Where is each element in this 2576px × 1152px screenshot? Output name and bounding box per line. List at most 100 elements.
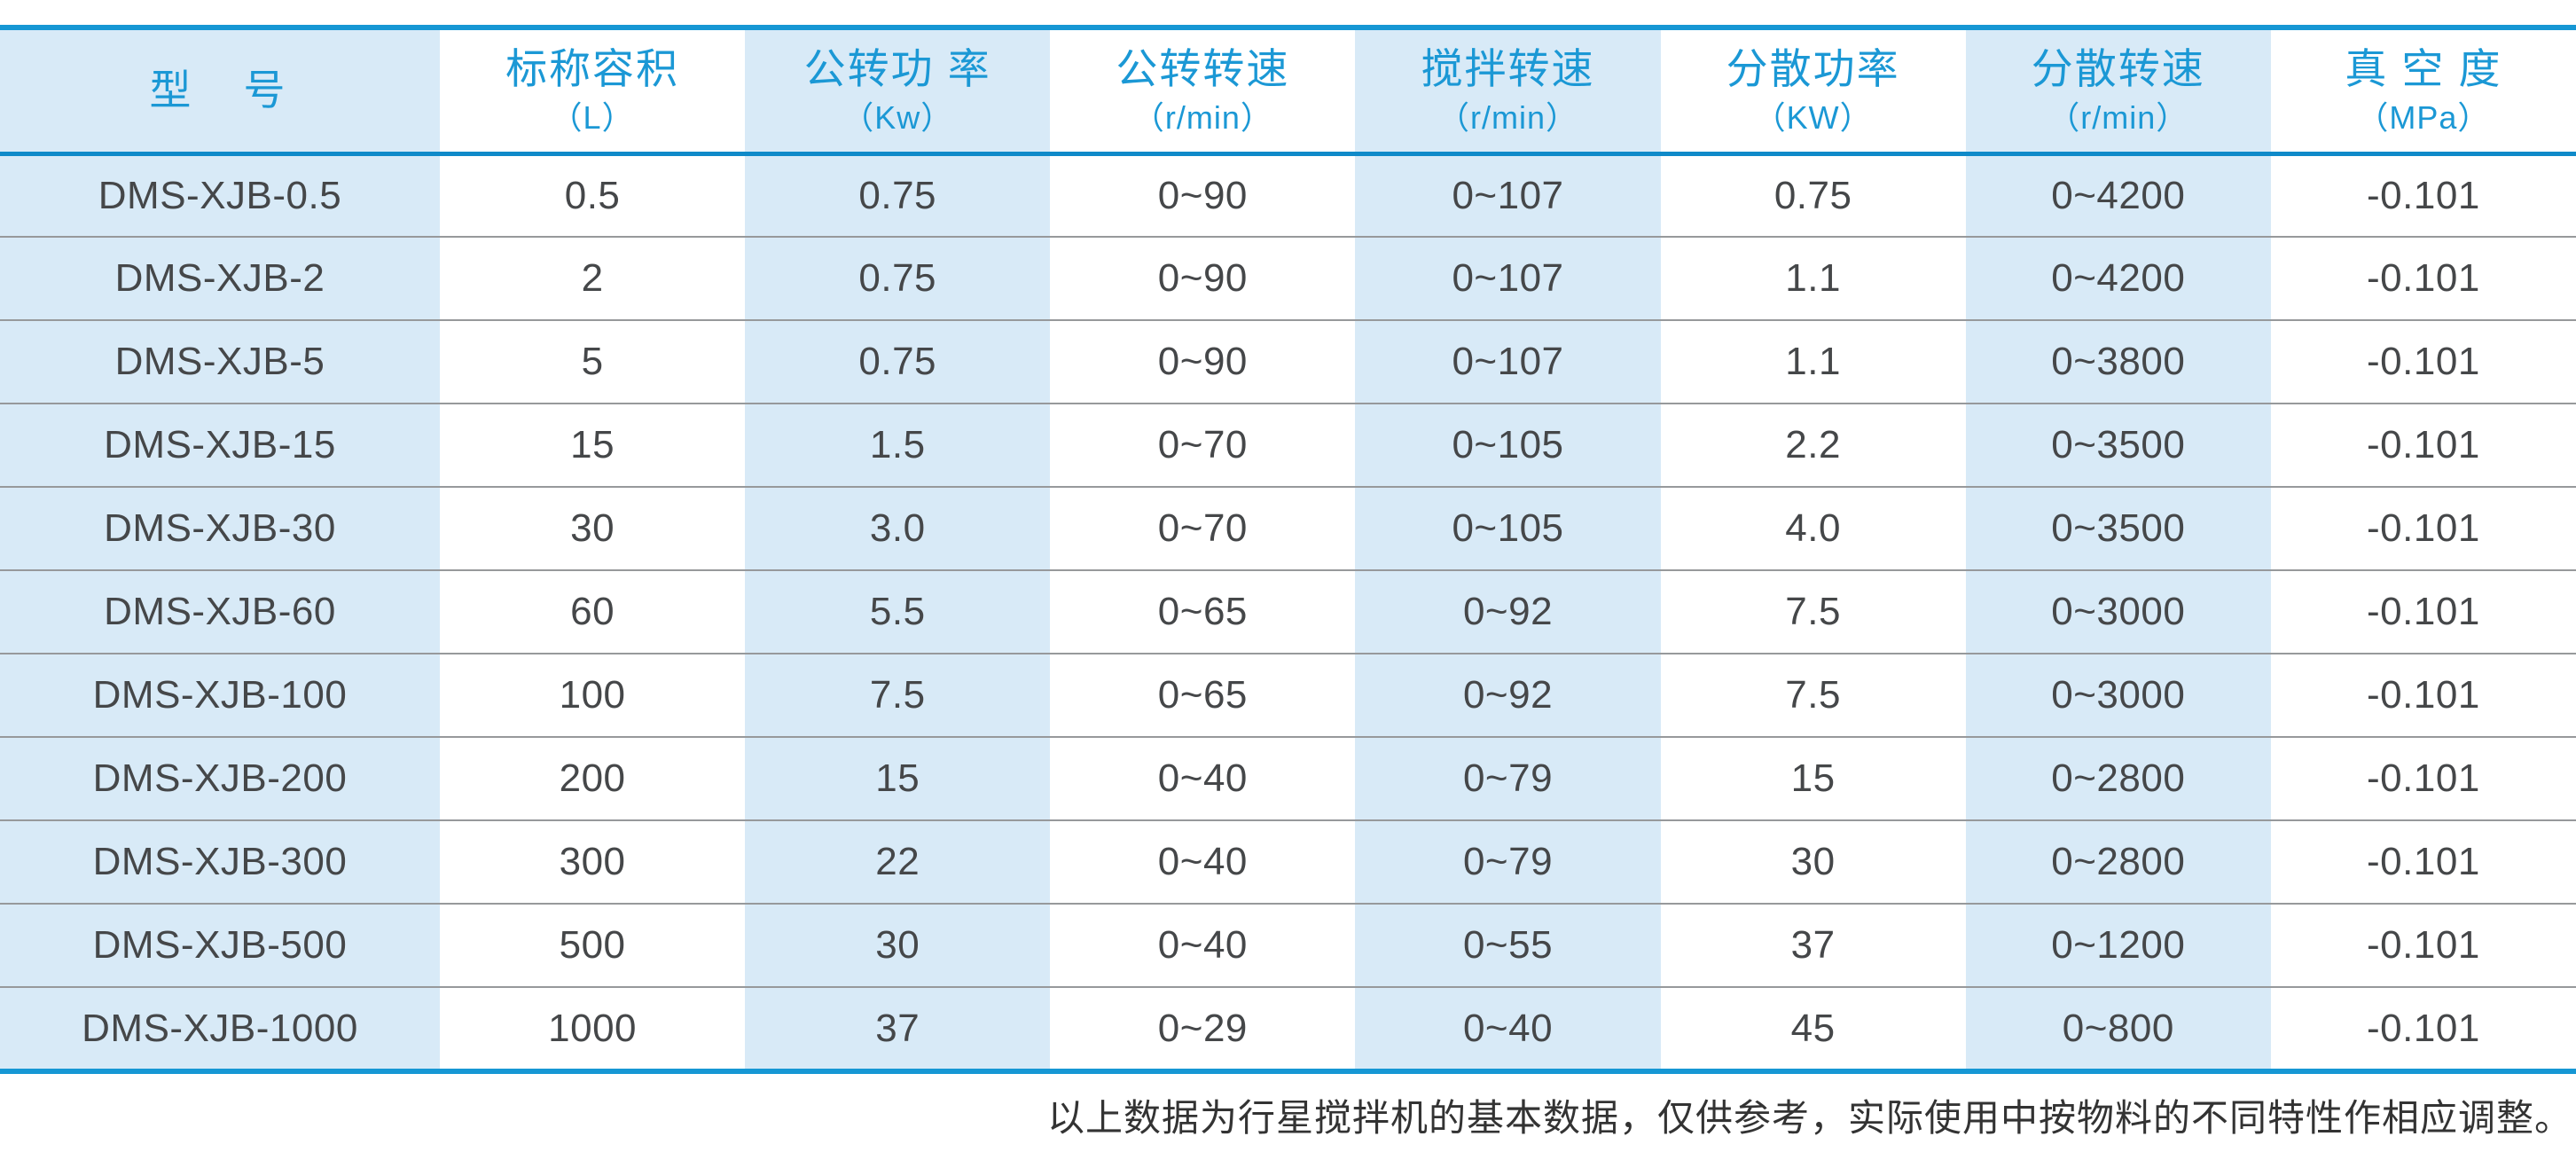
- column-unit: （MPa）: [2356, 99, 2491, 137]
- value-cell: 15: [745, 737, 1051, 821]
- value-cell: 0.75: [1660, 153, 1966, 238]
- column-header-4: 搅拌转速 （r/min）: [1355, 30, 1661, 156]
- value-cell: 4.0: [1660, 487, 1966, 571]
- value-cell: 1.1: [1660, 237, 1966, 321]
- value-cell: 0~90: [1050, 153, 1356, 238]
- model-cell: DMS-XJB-1000: [82, 1006, 358, 1050]
- value-cell: 0~3800: [1965, 320, 2271, 404]
- value-cell: 30: [1660, 820, 1966, 905]
- value-cell: 1.5: [745, 404, 1051, 488]
- value-cell: 37: [875, 1006, 920, 1050]
- spec-table: 型 号 标称容积 （L） 公转功 率 （Kw） 公转转速 （r/min） 搅拌转速 （r/min…: [0, 30, 2576, 1069]
- value-cell: 60: [440, 570, 746, 654]
- value-cell: 0~1200: [1965, 904, 2271, 988]
- value-cell: 0.5: [440, 153, 746, 238]
- column-header-2: 公转功 率 （Kw）: [745, 30, 1051, 156]
- model-cell: DMS-XJB-30: [0, 487, 440, 571]
- value-cell: 0~4200: [1965, 237, 2271, 321]
- table-row: DMS-XJB-15 15 1.5 0~70 0~105 2.2 0~3500 -0.101: [0, 404, 2576, 488]
- value-cell: 0~55: [1355, 904, 1661, 988]
- value-cell: 15: [1660, 737, 1966, 821]
- value-cell: 0~79: [1355, 820, 1661, 905]
- value-cell: 0~79: [1355, 737, 1661, 821]
- value-cell: 0~107: [1355, 237, 1661, 321]
- value-cell: 0~65: [1050, 654, 1356, 738]
- value-cell: -0.101: [2270, 820, 2576, 905]
- value-cell: 5: [440, 320, 746, 404]
- value-cell: 7.5: [745, 654, 1051, 738]
- value-cell: 0~107: [1355, 153, 1661, 238]
- value-cell: 0~3000: [1965, 654, 2271, 738]
- value-cell: -0.101: [2270, 404, 2576, 488]
- value-cell: 15: [440, 404, 746, 488]
- value-cell: 0~40: [1050, 904, 1356, 988]
- column-unit: （L）: [550, 99, 635, 137]
- value-cell: 0.75: [745, 237, 1051, 321]
- value-cell: 7.5: [1660, 654, 1966, 738]
- column-unit: （r/min）: [2047, 99, 2189, 137]
- model-cell: DMS-XJB-500: [0, 904, 440, 988]
- value-cell: 0~800: [2062, 1006, 2174, 1050]
- table-row: DMS-XJB-1000 1000 37 0~29 0~40 45 0~800 -0.101: [0, 987, 2576, 1069]
- column-header-7: 真 空 度 （MPa）: [2270, 30, 2576, 156]
- value-cell: 0~2800: [1965, 737, 2271, 821]
- value-cell: -0.101: [2270, 904, 2576, 988]
- column-label: 真 空 度: [2345, 45, 2502, 93]
- value-cell: 0.75: [745, 320, 1051, 404]
- value-cell: -0.101: [2270, 320, 2576, 404]
- footnote-text: 以上数据为行星搅拌机的基本数据，仅供参考，实际使用中按物料的不同特性作相应调整。: [1046, 1096, 2572, 1140]
- column-unit: （r/min）: [1437, 99, 1578, 137]
- value-cell: 100: [440, 654, 746, 738]
- value-cell: 0~40: [1050, 820, 1356, 905]
- value-cell: 0~92: [1355, 570, 1661, 654]
- model-cell: DMS-XJB-5: [0, 320, 440, 404]
- value-cell: 0~3500: [1965, 487, 2271, 571]
- value-cell: -0.101: [2270, 737, 2576, 821]
- column-unit: （KW）: [1753, 99, 1873, 137]
- value-cell: 0.75: [745, 153, 1051, 238]
- value-cell: 1000: [548, 1006, 638, 1050]
- column-label: 型 号: [149, 67, 291, 114]
- value-cell: 0~105: [1355, 487, 1661, 571]
- value-cell: -0.101: [2270, 487, 2576, 571]
- column-header-0: 型 号: [0, 30, 440, 156]
- value-cell: 22: [745, 820, 1051, 905]
- model-cell: DMS-XJB-0.5: [0, 153, 440, 238]
- value-cell: 0~29: [1157, 1006, 1248, 1050]
- value-cell: 3.0: [745, 487, 1051, 571]
- table-row: DMS-XJB-30 30 3.0 0~70 0~105 4.0 0~3500 -0.101: [0, 487, 2576, 571]
- value-cell: 7.5: [1660, 570, 1966, 654]
- value-cell: 0~65: [1050, 570, 1356, 654]
- value-cell: 0~3500: [1965, 404, 2271, 488]
- table-row: DMS-XJB-300 300 22 0~40 0~79 30 0~2800 -0.101: [0, 820, 2576, 905]
- value-cell: 0~3000: [1965, 570, 2271, 654]
- column-unit: （Kw）: [842, 99, 954, 137]
- value-cell: 0~92: [1355, 654, 1661, 738]
- column-label: 标称容积: [505, 45, 680, 93]
- value-cell: 45: [1790, 1006, 1836, 1050]
- column-header-5: 分散功率 （KW）: [1660, 30, 1966, 156]
- value-cell: 2: [440, 237, 746, 321]
- column-label: 公转转速: [1116, 45, 1290, 93]
- table-row: DMS-XJB-2 2 0.75 0~90 0~107 1.1 0~4200 -0.101: [0, 237, 2576, 321]
- value-cell: -0.101: [2270, 237, 2576, 321]
- value-cell: 300: [440, 820, 746, 905]
- value-cell: 0~105: [1355, 404, 1661, 488]
- table-body: DMS-XJB-0.5 0.5 0.75 0~90 0~107 0.75 0~4200 -0.…: [0, 153, 2576, 1069]
- spec-table-container: 型 号 标称容积 （L） 公转功 率 （Kw） 公转转速 （r/min） 搅拌转速 （r/min…: [0, 25, 2576, 1074]
- value-cell: 30: [745, 904, 1051, 988]
- table-row: DMS-XJB-5 5 0.75 0~90 0~107 1.1 0~3800 -0.101: [0, 320, 2576, 404]
- table-row: DMS-XJB-60 60 5.5 0~65 0~92 7.5 0~3000 -0.101: [0, 570, 2576, 654]
- value-cell: -0.101: [2270, 570, 2576, 654]
- value-cell: 0~70: [1050, 404, 1356, 488]
- value-cell: 5.5: [745, 570, 1051, 654]
- value-cell: 0~40: [1050, 737, 1356, 821]
- value-cell: 0~2800: [1965, 820, 2271, 905]
- value-cell: 37: [1660, 904, 1966, 988]
- header-row: 型 号 标称容积 （L） 公转功 率 （Kw） 公转转速 （r/min） 搅拌转速 （r/min…: [0, 30, 2576, 156]
- column-label: 分散转速: [2031, 45, 2205, 93]
- column-header-3: 公转转速 （r/min）: [1050, 30, 1356, 156]
- column-label: 公转功 率: [803, 45, 991, 93]
- value-cell: -0.101: [2367, 1006, 2480, 1050]
